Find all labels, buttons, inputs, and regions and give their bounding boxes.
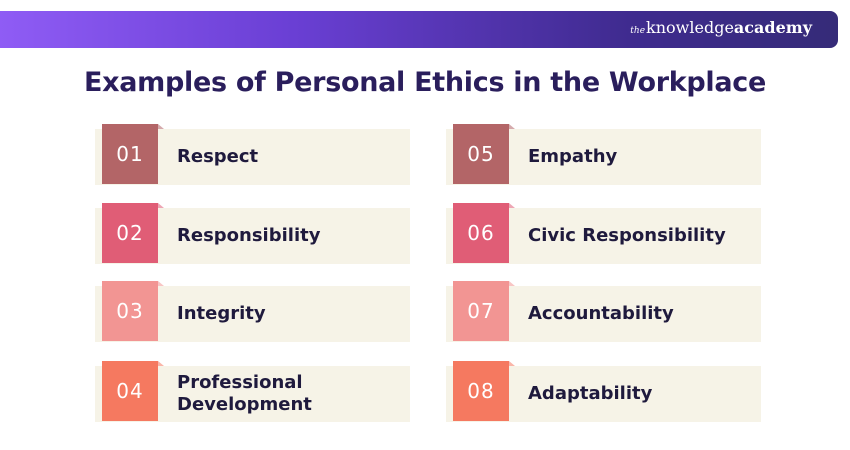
item-number: 08 <box>453 361 509 421</box>
list-item: 01 Respect <box>95 124 410 192</box>
item-number: 04 <box>102 361 158 421</box>
item-label: Empathy <box>528 146 618 167</box>
item-fold <box>509 361 515 366</box>
brand-name: knowledge <box>646 18 734 37</box>
list-item: 04 Professional Development <box>95 361 410 429</box>
item-fold <box>158 124 164 129</box>
brand-prefix: the <box>630 26 646 36</box>
item-fold <box>509 203 515 208</box>
item-fold <box>158 361 164 366</box>
list-item: 08 Adaptability <box>446 361 761 429</box>
item-label: Accountability <box>528 303 674 324</box>
list-item: 02 Responsibility <box>95 203 410 271</box>
item-label: Responsibility <box>177 225 321 246</box>
item-number: 06 <box>453 203 509 263</box>
item-number: 03 <box>102 281 158 341</box>
item-number: 07 <box>453 281 509 341</box>
page-title: Examples of Personal Ethics in the Workp… <box>84 67 766 98</box>
item-fold <box>509 281 515 286</box>
brand-suffix: academy <box>733 18 812 37</box>
brand-logo: theknowledgeacademy <box>630 18 812 41</box>
item-label: Civic Responsibility <box>528 225 726 246</box>
header-banner: theknowledgeacademy <box>0 11 838 48</box>
list-item: 07 Accountability <box>446 281 761 349</box>
item-label: Integrity <box>177 303 266 324</box>
item-label: Adaptability <box>528 383 653 404</box>
item-fold <box>158 203 164 208</box>
item-number: 01 <box>102 124 158 184</box>
item-fold <box>158 281 164 286</box>
list-item: 05 Empathy <box>446 124 761 192</box>
item-number: 02 <box>102 203 158 263</box>
list-item: 03 Integrity <box>95 281 410 349</box>
list-item: 06 Civic Responsibility <box>446 203 761 271</box>
item-number: 05 <box>453 124 509 184</box>
item-label: Professional Development <box>177 372 312 415</box>
item-label: Respect <box>177 146 259 167</box>
item-fold <box>509 124 515 129</box>
